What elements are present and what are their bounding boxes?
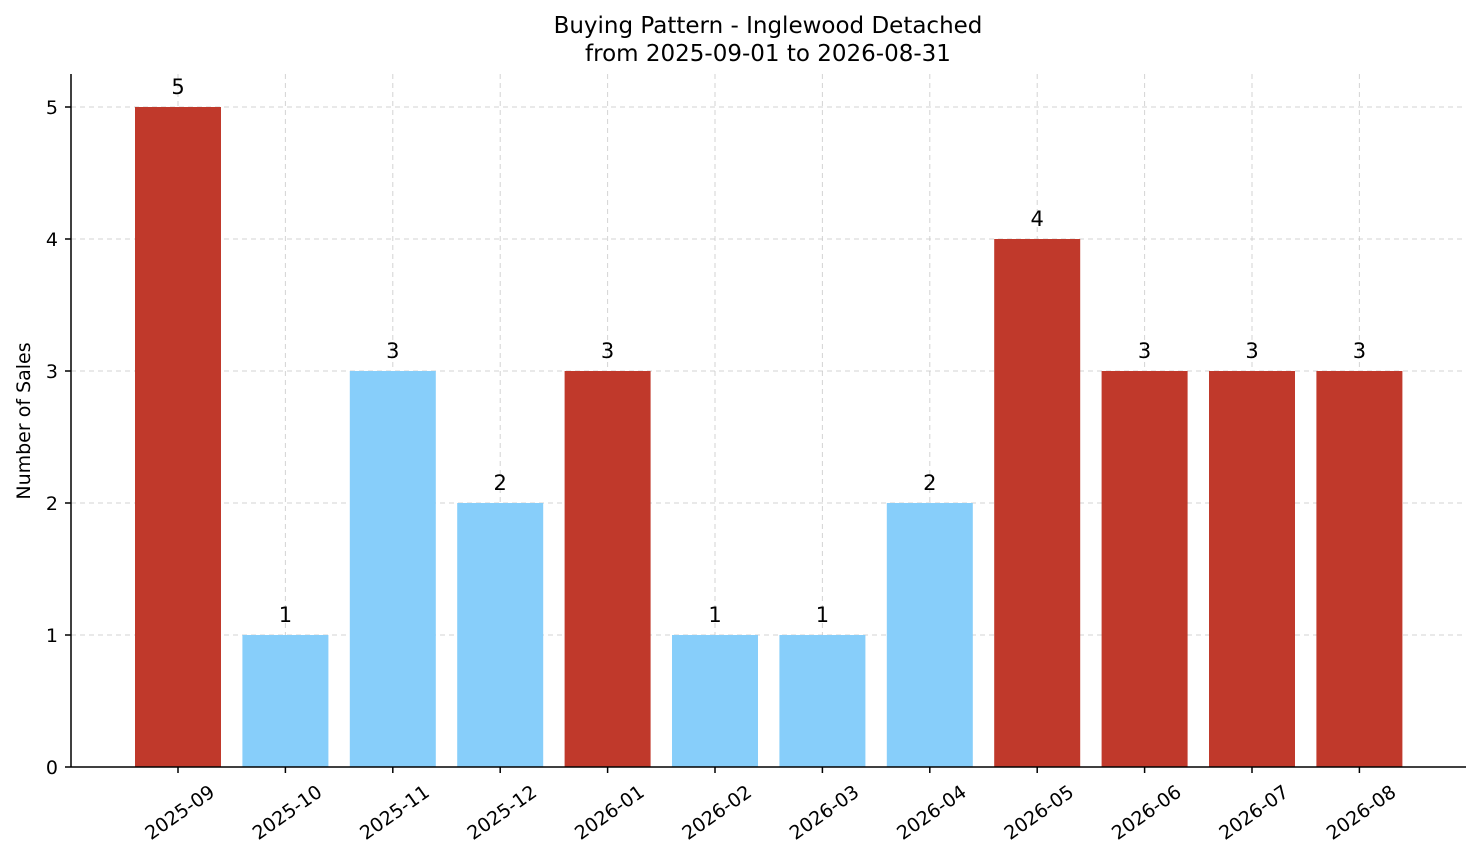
y-tick-label: 5 <box>46 97 58 119</box>
data-label-2025-11: 3 <box>386 339 399 363</box>
x-tick-label-2025-11: 2025-11 <box>356 781 434 845</box>
bar-2026-06 <box>1101 371 1188 767</box>
x-tick-label-2025-10: 2025-10 <box>249 781 327 845</box>
data-labels: 5 1 3 2 3 1 1 2 4 3 3 3 <box>171 75 1366 627</box>
bar-2026-04 <box>886 503 973 767</box>
y-tick-label: 1 <box>46 625 58 647</box>
chart-subtitle: from 2025-09-01 to 2026-08-31 <box>585 41 951 67</box>
bar-2025-10 <box>242 635 329 767</box>
data-label-2026-06: 3 <box>1138 339 1151 363</box>
bar-2025-12 <box>457 503 544 767</box>
bars <box>135 107 1403 767</box>
data-label-2026-07: 3 <box>1245 339 1258 363</box>
data-label-2025-12: 2 <box>494 471 507 495</box>
bar-2026-07 <box>1209 371 1295 767</box>
data-label-2026-08: 3 <box>1353 339 1366 363</box>
bar-2026-01 <box>564 371 651 767</box>
bar-2026-08 <box>1316 371 1403 767</box>
bar-2026-05 <box>994 239 1081 767</box>
bar-2025-11 <box>349 371 436 767</box>
y-tick-label: 3 <box>46 361 58 383</box>
y-axis-label: Number of Sales <box>13 342 35 499</box>
data-label-2026-05: 4 <box>1031 207 1044 231</box>
y-tick-label: 2 <box>46 493 58 515</box>
x-tick-label-2026-03: 2026-03 <box>786 781 864 845</box>
bar-2025-09 <box>135 107 221 767</box>
x-tick-label-2026-04: 2026-04 <box>893 781 971 845</box>
x-tick-label-2025-09: 2025-09 <box>141 781 219 845</box>
data-label-2026-04: 2 <box>923 471 936 495</box>
bar-2026-02 <box>672 635 758 767</box>
x-tick-label-2025-12: 2025-12 <box>463 781 541 845</box>
data-label-2025-09: 5 <box>171 75 184 99</box>
x-tick-label-2026-07: 2026-07 <box>1215 781 1293 845</box>
y-tick-label: 4 <box>46 229 58 251</box>
data-label-2026-03: 1 <box>816 603 829 627</box>
chart-title: Buying Pattern - Inglewood Detached <box>554 13 983 39</box>
data-label-2025-10: 1 <box>279 603 292 627</box>
x-tick-label-2026-02: 2026-02 <box>678 781 756 845</box>
bar-2026-03 <box>779 635 866 767</box>
x-tick-label-2026-08: 2026-08 <box>1323 781 1401 845</box>
x-tick-label-2026-06: 2026-06 <box>1108 781 1186 845</box>
axes <box>70 74 1466 768</box>
x-tick-label-2026-01: 2026-01 <box>571 781 649 845</box>
data-label-2026-02: 1 <box>708 603 721 627</box>
y-tick-label: 0 <box>46 757 58 779</box>
x-tick-label-2026-05: 2026-05 <box>1000 781 1078 845</box>
data-label-2026-01: 3 <box>601 339 614 363</box>
